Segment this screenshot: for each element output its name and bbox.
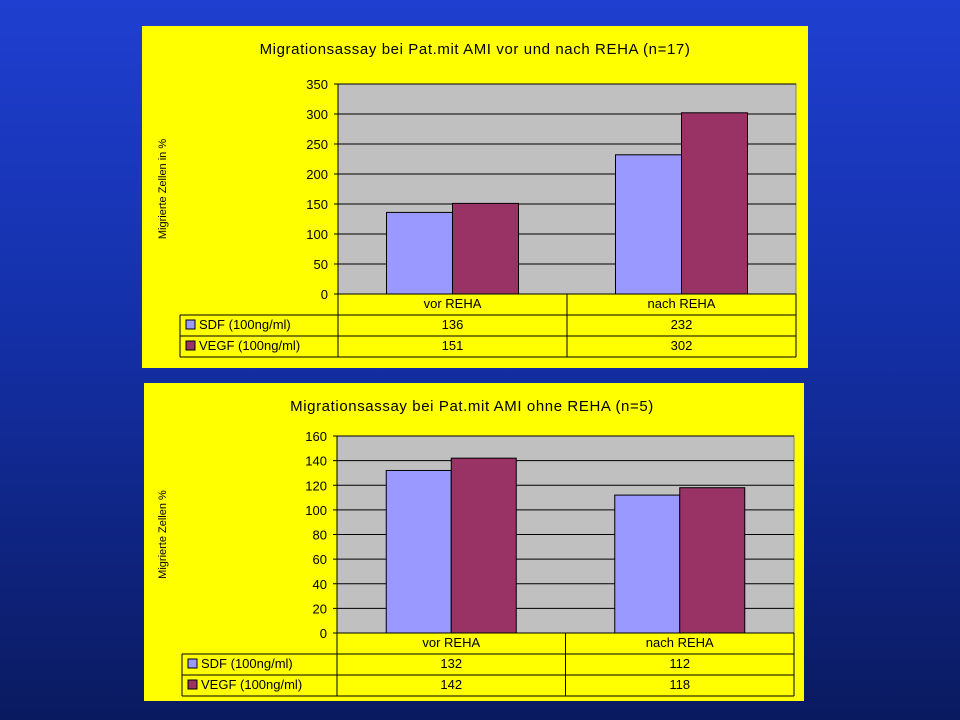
legend-swatch-vegf xyxy=(185,340,196,351)
y-tick-label: 80 xyxy=(313,528,327,543)
chart-title: Migrationsassay bei Pat.mit AMI ohne REH… xyxy=(290,398,654,415)
data-label: 142 xyxy=(440,677,462,692)
y-tick-label: 0 xyxy=(321,287,328,302)
bar-vegf xyxy=(681,112,748,295)
y-tick-label: 60 xyxy=(313,552,327,567)
y-tick-label: 20 xyxy=(313,601,327,616)
data-label: 112 xyxy=(669,656,690,671)
y-tick-label: 100 xyxy=(305,503,327,518)
data-label: 136 xyxy=(442,317,464,332)
x-tick-label: vor REHA xyxy=(424,296,482,311)
y-tick-label: 350 xyxy=(306,77,328,92)
y-tick-label: 300 xyxy=(306,107,328,122)
data-label: 132 xyxy=(440,656,462,671)
y-tick-label: 250 xyxy=(306,137,328,152)
y-tick-label: 200 xyxy=(306,167,328,182)
y-axis-label: Migrierte Zellen % xyxy=(157,490,169,579)
bar-sdf xyxy=(386,211,453,295)
legend-label: VEGF (100ng/ml) xyxy=(201,677,302,692)
bar-sdf xyxy=(385,469,452,634)
y-tick-label: 40 xyxy=(313,577,327,592)
data-label: 151 xyxy=(442,338,464,353)
y-axis-label: Migrierte Zellen in % xyxy=(157,139,169,239)
legend-label: SDF (100ng/ml) xyxy=(199,317,291,332)
x-tick-label: nach REHA xyxy=(648,296,716,311)
legend-swatch-vegf xyxy=(187,679,198,690)
y-tick-label: 100 xyxy=(306,227,328,242)
data-label: 302 xyxy=(671,338,693,353)
chart-title: Migrationsassay bei Pat.mit AMI vor und … xyxy=(260,41,691,58)
x-tick-label: nach REHA xyxy=(646,635,714,650)
legend-swatch-sdf xyxy=(185,319,196,330)
legend-swatch-sdf xyxy=(187,658,198,669)
bar-vegf xyxy=(450,457,517,634)
legend-label: VEGF (100ng/ml) xyxy=(199,338,300,353)
chart-1: Migrationsassay bei Pat.mit AMI vor und … xyxy=(157,41,797,358)
x-tick-label: vor REHA xyxy=(422,635,480,650)
y-tick-label: 150 xyxy=(306,197,328,212)
data-label: 232 xyxy=(671,317,693,332)
y-tick-label: 120 xyxy=(305,478,327,493)
bar-vegf xyxy=(452,202,519,295)
bar-vegf xyxy=(679,487,746,634)
chart-2: Migrationsassay bei Pat.mit AMI ohne REH… xyxy=(157,398,795,697)
chart-panel-2: Migrationsassay bei Pat.mit AMI ohne REH… xyxy=(144,383,804,701)
chart-panel-1: Migrationsassay bei Pat.mit AMI vor und … xyxy=(142,26,808,368)
y-tick-label: 0 xyxy=(320,626,327,641)
data-label: 118 xyxy=(669,677,690,692)
bar-sdf xyxy=(615,154,682,295)
y-tick-label: 140 xyxy=(305,454,327,469)
y-tick-label: 160 xyxy=(305,429,327,444)
legend-label: SDF (100ng/ml) xyxy=(201,656,293,671)
y-tick-label: 50 xyxy=(314,257,328,272)
bar-sdf xyxy=(614,494,681,634)
